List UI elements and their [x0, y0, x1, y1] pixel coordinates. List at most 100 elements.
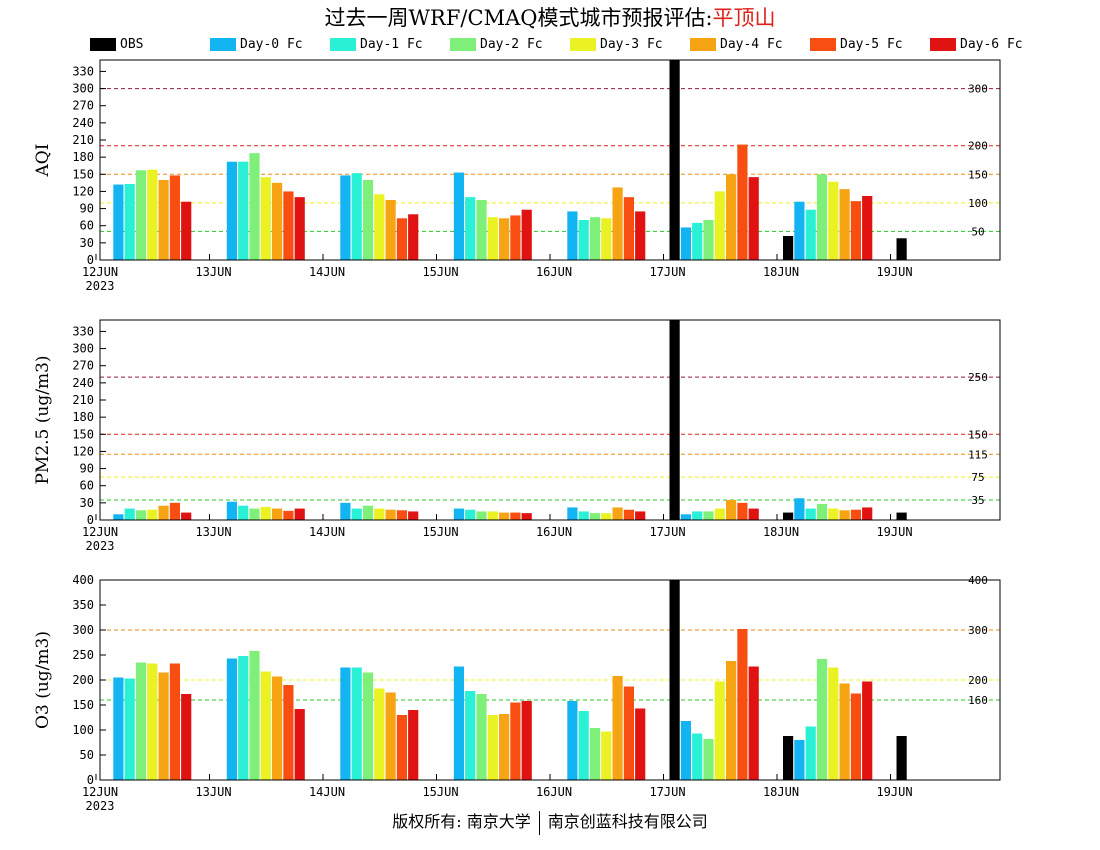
x-tick-label: 14JUN — [309, 265, 345, 279]
bar-day-1-fc — [238, 505, 249, 520]
bar-day-3-fc — [147, 509, 158, 520]
legend-item-day-1-fc: Day-1 Fc — [330, 36, 423, 52]
bar-day-1-fc — [124, 678, 135, 780]
bar-day-4-fc — [499, 218, 510, 260]
bar-day-4-fc — [385, 509, 396, 520]
bar-day-3-fc — [828, 181, 839, 260]
y-tick-label: 50 — [80, 748, 94, 762]
bar-day-2-fc — [703, 739, 714, 780]
bar-day-3-fc — [601, 218, 612, 260]
legend-swatch — [810, 37, 836, 51]
bar-day-3-fc — [374, 194, 385, 260]
bar-day-1-fc — [805, 726, 816, 780]
bar-day-5-fc — [283, 685, 294, 780]
chart-panel-3: 40030020016005010015020025030035040012JU… — [33, 573, 1001, 813]
x-tick-label: 16JUN — [536, 785, 572, 799]
bar-day-4-fc — [839, 189, 850, 260]
bar-day-6-fc — [521, 209, 532, 260]
x-tick-label: 18JUN — [763, 265, 799, 279]
bar-day-5-fc — [850, 693, 861, 780]
x-tick-label: 13JUN — [195, 525, 231, 539]
bar-day-1-fc — [692, 511, 703, 520]
y-tick-label: 150 — [72, 698, 94, 712]
bar-day-6-fc — [862, 507, 873, 520]
bar-obs — [783, 512, 794, 520]
x-tick-label: 18JUN — [763, 525, 799, 539]
bar-day-5-fc — [623, 197, 634, 260]
bar-day-0-fc — [567, 701, 578, 780]
legend-item-day-3-fc: Day-3 Fc — [570, 36, 663, 52]
bar-day-5-fc — [737, 502, 748, 520]
bar-day-2-fc — [589, 217, 601, 260]
bar-day-4-fc — [839, 683, 850, 780]
bar-day-3-fc — [147, 169, 158, 260]
bar-day-5-fc — [169, 175, 180, 260]
x-tick-label: 12JUN — [82, 265, 118, 279]
y-tick-label: 0 — [87, 253, 94, 267]
y-axis-label: PM2.5 (ug/m3) — [33, 355, 53, 484]
bar-day-6-fc — [748, 666, 759, 780]
chart-panel-1: 300 200 150 100 50 0 30 60 90 120 150 180 210 240 270 3… — [33, 59, 1001, 293]
bar-obs — [896, 238, 907, 260]
x-tick-label: 15JUN — [422, 525, 458, 539]
bar-day-1-fc — [805, 508, 816, 520]
x-tick-label: 15JUN — [422, 265, 458, 279]
legend-label: Day-2 Fc — [480, 36, 543, 52]
bar-day-5-fc — [169, 502, 180, 520]
bar-day-2-fc — [249, 651, 260, 780]
y-tick-label: 0 — [87, 513, 94, 527]
bar-day-1-fc — [465, 691, 476, 780]
y-axis-label: O3 (ug/m3) — [33, 631, 53, 729]
y-axis-label: AQI — [33, 144, 53, 178]
bar-day-2-fc — [362, 672, 374, 780]
y-tick-label: 150 — [72, 167, 94, 181]
bar-day-5-fc — [737, 144, 748, 260]
y-tick-label: 120 — [72, 184, 94, 198]
y-tick-label: 330 — [72, 64, 94, 78]
bar-day-3-fc — [487, 217, 498, 260]
bar-day-0-fc — [453, 172, 464, 260]
bar-day-4-fc — [612, 507, 623, 520]
legend-label: Day-1 Fc — [360, 36, 423, 52]
bar-day-3-fc — [147, 663, 158, 780]
legend-item-day-4-fc: Day-4 Fc — [690, 36, 783, 52]
bar-day-4-fc — [612, 676, 623, 780]
bar-day-0-fc — [794, 498, 805, 520]
bar-day-0-fc — [226, 501, 237, 520]
legend-label: Day-4 Fc — [720, 36, 783, 52]
bar-day-4-fc — [158, 180, 169, 260]
bar-day-2-fc — [135, 170, 147, 260]
bar-day-6-fc — [635, 708, 646, 780]
threshold-label: 200 — [968, 674, 988, 687]
y-tick-label: 30 — [80, 496, 94, 510]
legend-label: Day-5 Fc — [840, 36, 903, 52]
bar-day-0-fc — [226, 658, 237, 780]
bar-day-4-fc — [499, 714, 510, 780]
bar-day-1-fc — [465, 197, 476, 260]
bar-day-1-fc — [578, 511, 589, 520]
y-tick-label: 270 — [72, 99, 94, 113]
bar-day-2-fc — [476, 694, 487, 780]
legend-swatch — [930, 37, 956, 51]
bar-day-1-fc — [465, 509, 476, 520]
bar-day-0-fc — [680, 227, 691, 260]
bar-obs — [669, 320, 680, 520]
threshold-label: 115 — [968, 448, 988, 461]
plot-frame — [99, 319, 1001, 521]
bar-day-2-fc — [476, 200, 487, 260]
bar-day-2-fc — [362, 180, 374, 260]
x-tick-label: 17JUN — [649, 785, 685, 799]
threshold-label: 300 — [968, 83, 988, 96]
y-tick-label: 120 — [72, 444, 94, 458]
station-name: 平顶山 — [712, 6, 776, 30]
x-tick-label: 12JUN — [82, 525, 118, 539]
y-tick-label: 30 — [80, 236, 94, 250]
bar-day-4-fc — [385, 200, 396, 260]
chart-title: 过去一周WRF/CMAQ模式城市预报评估:平顶山 — [0, 2, 1100, 32]
bar-day-0-fc — [680, 721, 691, 780]
legend: OBS Day-0 Fc Day-1 Fc Day-2 Fc Day-3 Fc Day-4… — [0, 36, 1100, 54]
bar-day-2-fc — [816, 504, 828, 520]
legend-item-day-5-fc: Day-5 Fc — [810, 36, 903, 52]
bar-day-1-fc — [124, 184, 135, 260]
bar-day-0-fc — [226, 161, 237, 260]
